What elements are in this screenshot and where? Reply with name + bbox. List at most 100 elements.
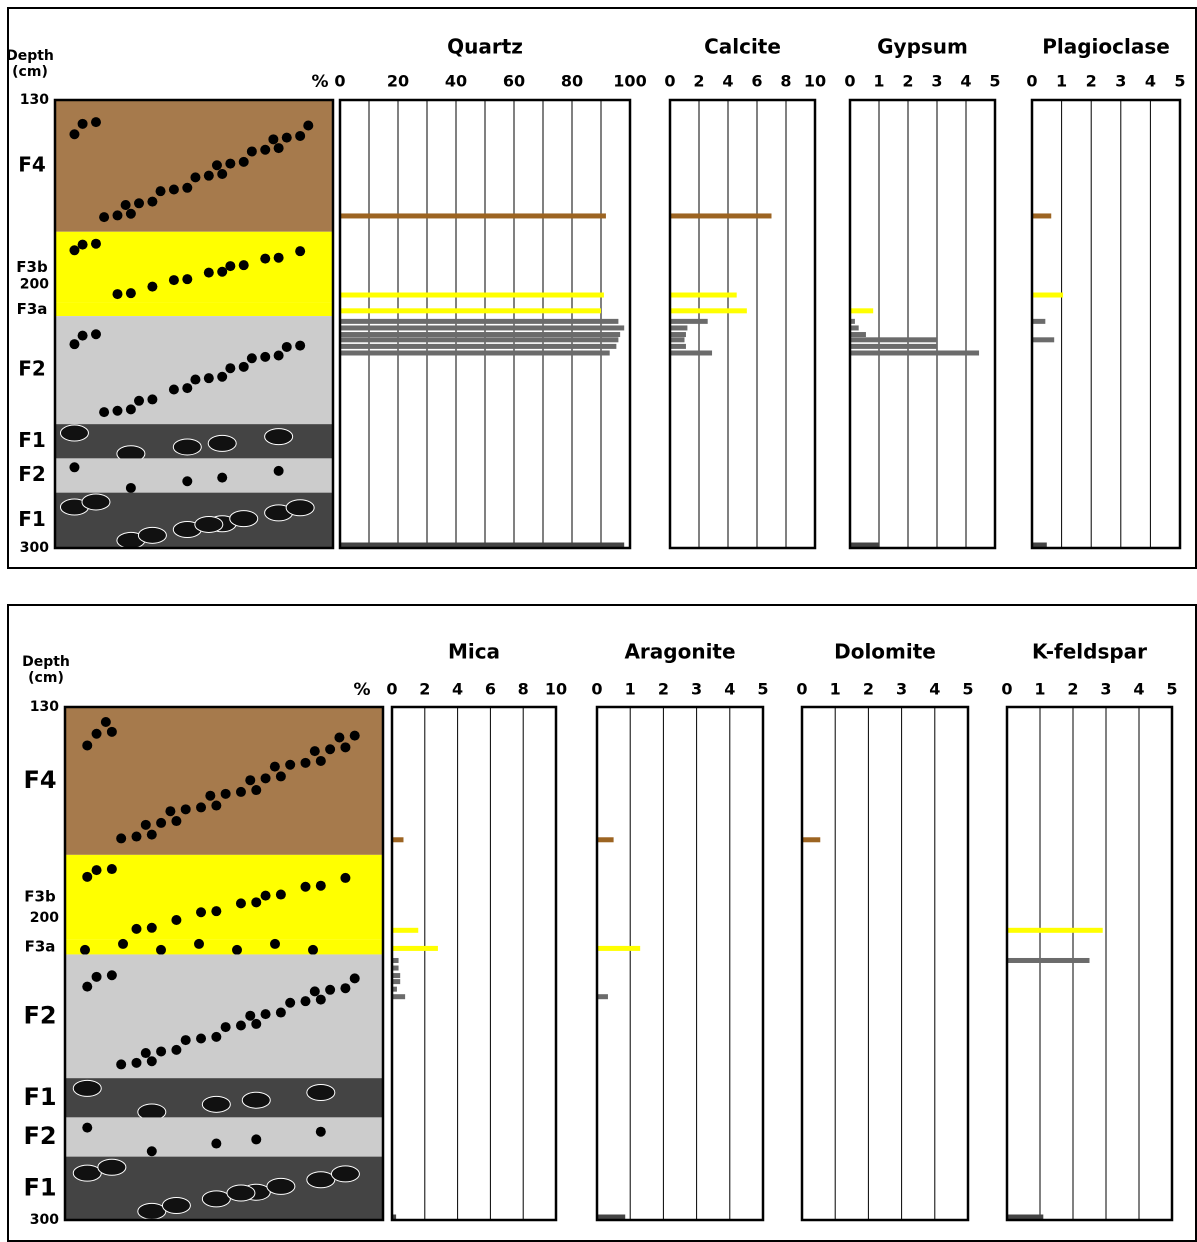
bar [597,946,640,951]
leaf [202,1191,230,1207]
leaf [98,1159,126,1175]
x-tick-label: 0 [664,72,675,91]
mineral-title: Aragonite [624,640,735,664]
layer-label: F3a [17,300,48,318]
grain [251,897,261,907]
grain [325,985,335,995]
x-tick-label: 4 [1145,72,1156,91]
grain [300,758,310,768]
grain [107,970,117,980]
grain [245,775,255,785]
x-tick-label: 0 [334,72,345,91]
mineral-title: K-feldspar [1032,640,1147,664]
bar [802,837,820,842]
grain [134,396,144,406]
grain [194,939,204,949]
bar [670,325,687,330]
bar [597,994,608,999]
grain [169,275,179,285]
grain [92,972,102,982]
grain [260,145,270,155]
x-tick-label: 100 [613,72,646,91]
grain [316,881,326,891]
leaf [208,435,236,451]
plot-frame [392,707,556,1220]
grain [310,986,320,996]
x-tick-label: 3 [691,680,702,699]
plot-frame [1007,707,1172,1220]
x-tick-label: 80 [561,72,583,91]
grain [126,209,136,219]
grain [251,1134,261,1144]
depth-tick-label: 130 [20,92,49,108]
figure: Depth(cm)%F4F3bF3aF2F1F2F1130200300Quart… [0,0,1197,1242]
grain [82,1123,92,1133]
grain [247,353,257,363]
grain [141,820,151,830]
grain [282,342,292,352]
x-tick-label: 4 [1133,680,1144,699]
bar [670,344,686,349]
grain [156,818,166,828]
grain [131,924,141,934]
grain [204,268,214,278]
x-tick-label: 2 [658,680,669,699]
leaf [173,439,201,455]
grain [118,939,128,949]
bar [850,332,866,337]
grain [221,789,231,799]
grain [107,864,117,874]
x-tick-label: 0 [796,680,807,699]
depth-tick-label: 300 [30,1212,59,1228]
grain [316,1127,326,1137]
grain [82,982,92,992]
mineral-title: Plagioclase [1042,35,1170,59]
plot-frame [1032,100,1180,548]
x-tick-label: 4 [724,680,735,699]
bar [1032,337,1054,342]
grain [182,274,192,284]
x-tick-label: 0 [1001,680,1012,699]
x-tick-label: 2 [863,680,874,699]
grain [112,406,122,416]
grain [270,939,280,949]
depth-unit: (cm) [12,64,48,80]
grain [134,198,144,208]
layer [55,303,333,316]
grain [251,785,261,795]
grain [325,744,335,754]
bar [1032,319,1045,324]
bar [1007,928,1103,933]
grain [285,760,295,770]
grain [212,160,222,170]
grain [270,762,280,772]
grain [260,352,270,362]
x-tick-label: 2 [1067,680,1078,699]
grain [211,801,221,811]
x-tick-label: 1 [830,680,841,699]
x-tick-label: 10 [804,72,826,91]
grain [107,727,117,737]
grain [334,733,344,743]
grain [181,804,191,814]
grain [91,239,101,249]
bar [670,308,747,313]
leaf [265,429,293,445]
grain [211,906,221,916]
x-tick-label: 6 [485,680,496,699]
grain [126,404,136,414]
grain [99,407,109,417]
leaf [202,1096,230,1112]
grain [247,146,257,156]
grain [147,923,157,933]
grain [274,466,284,476]
bar [340,325,624,330]
leaf [267,1178,295,1194]
grain [204,373,214,383]
layer-label: F3b [16,258,48,276]
x-tick-label: 4 [722,72,733,91]
grain [169,184,179,194]
grain [78,119,88,129]
leaf [286,500,314,516]
mineral-title: Quartz [447,35,523,59]
